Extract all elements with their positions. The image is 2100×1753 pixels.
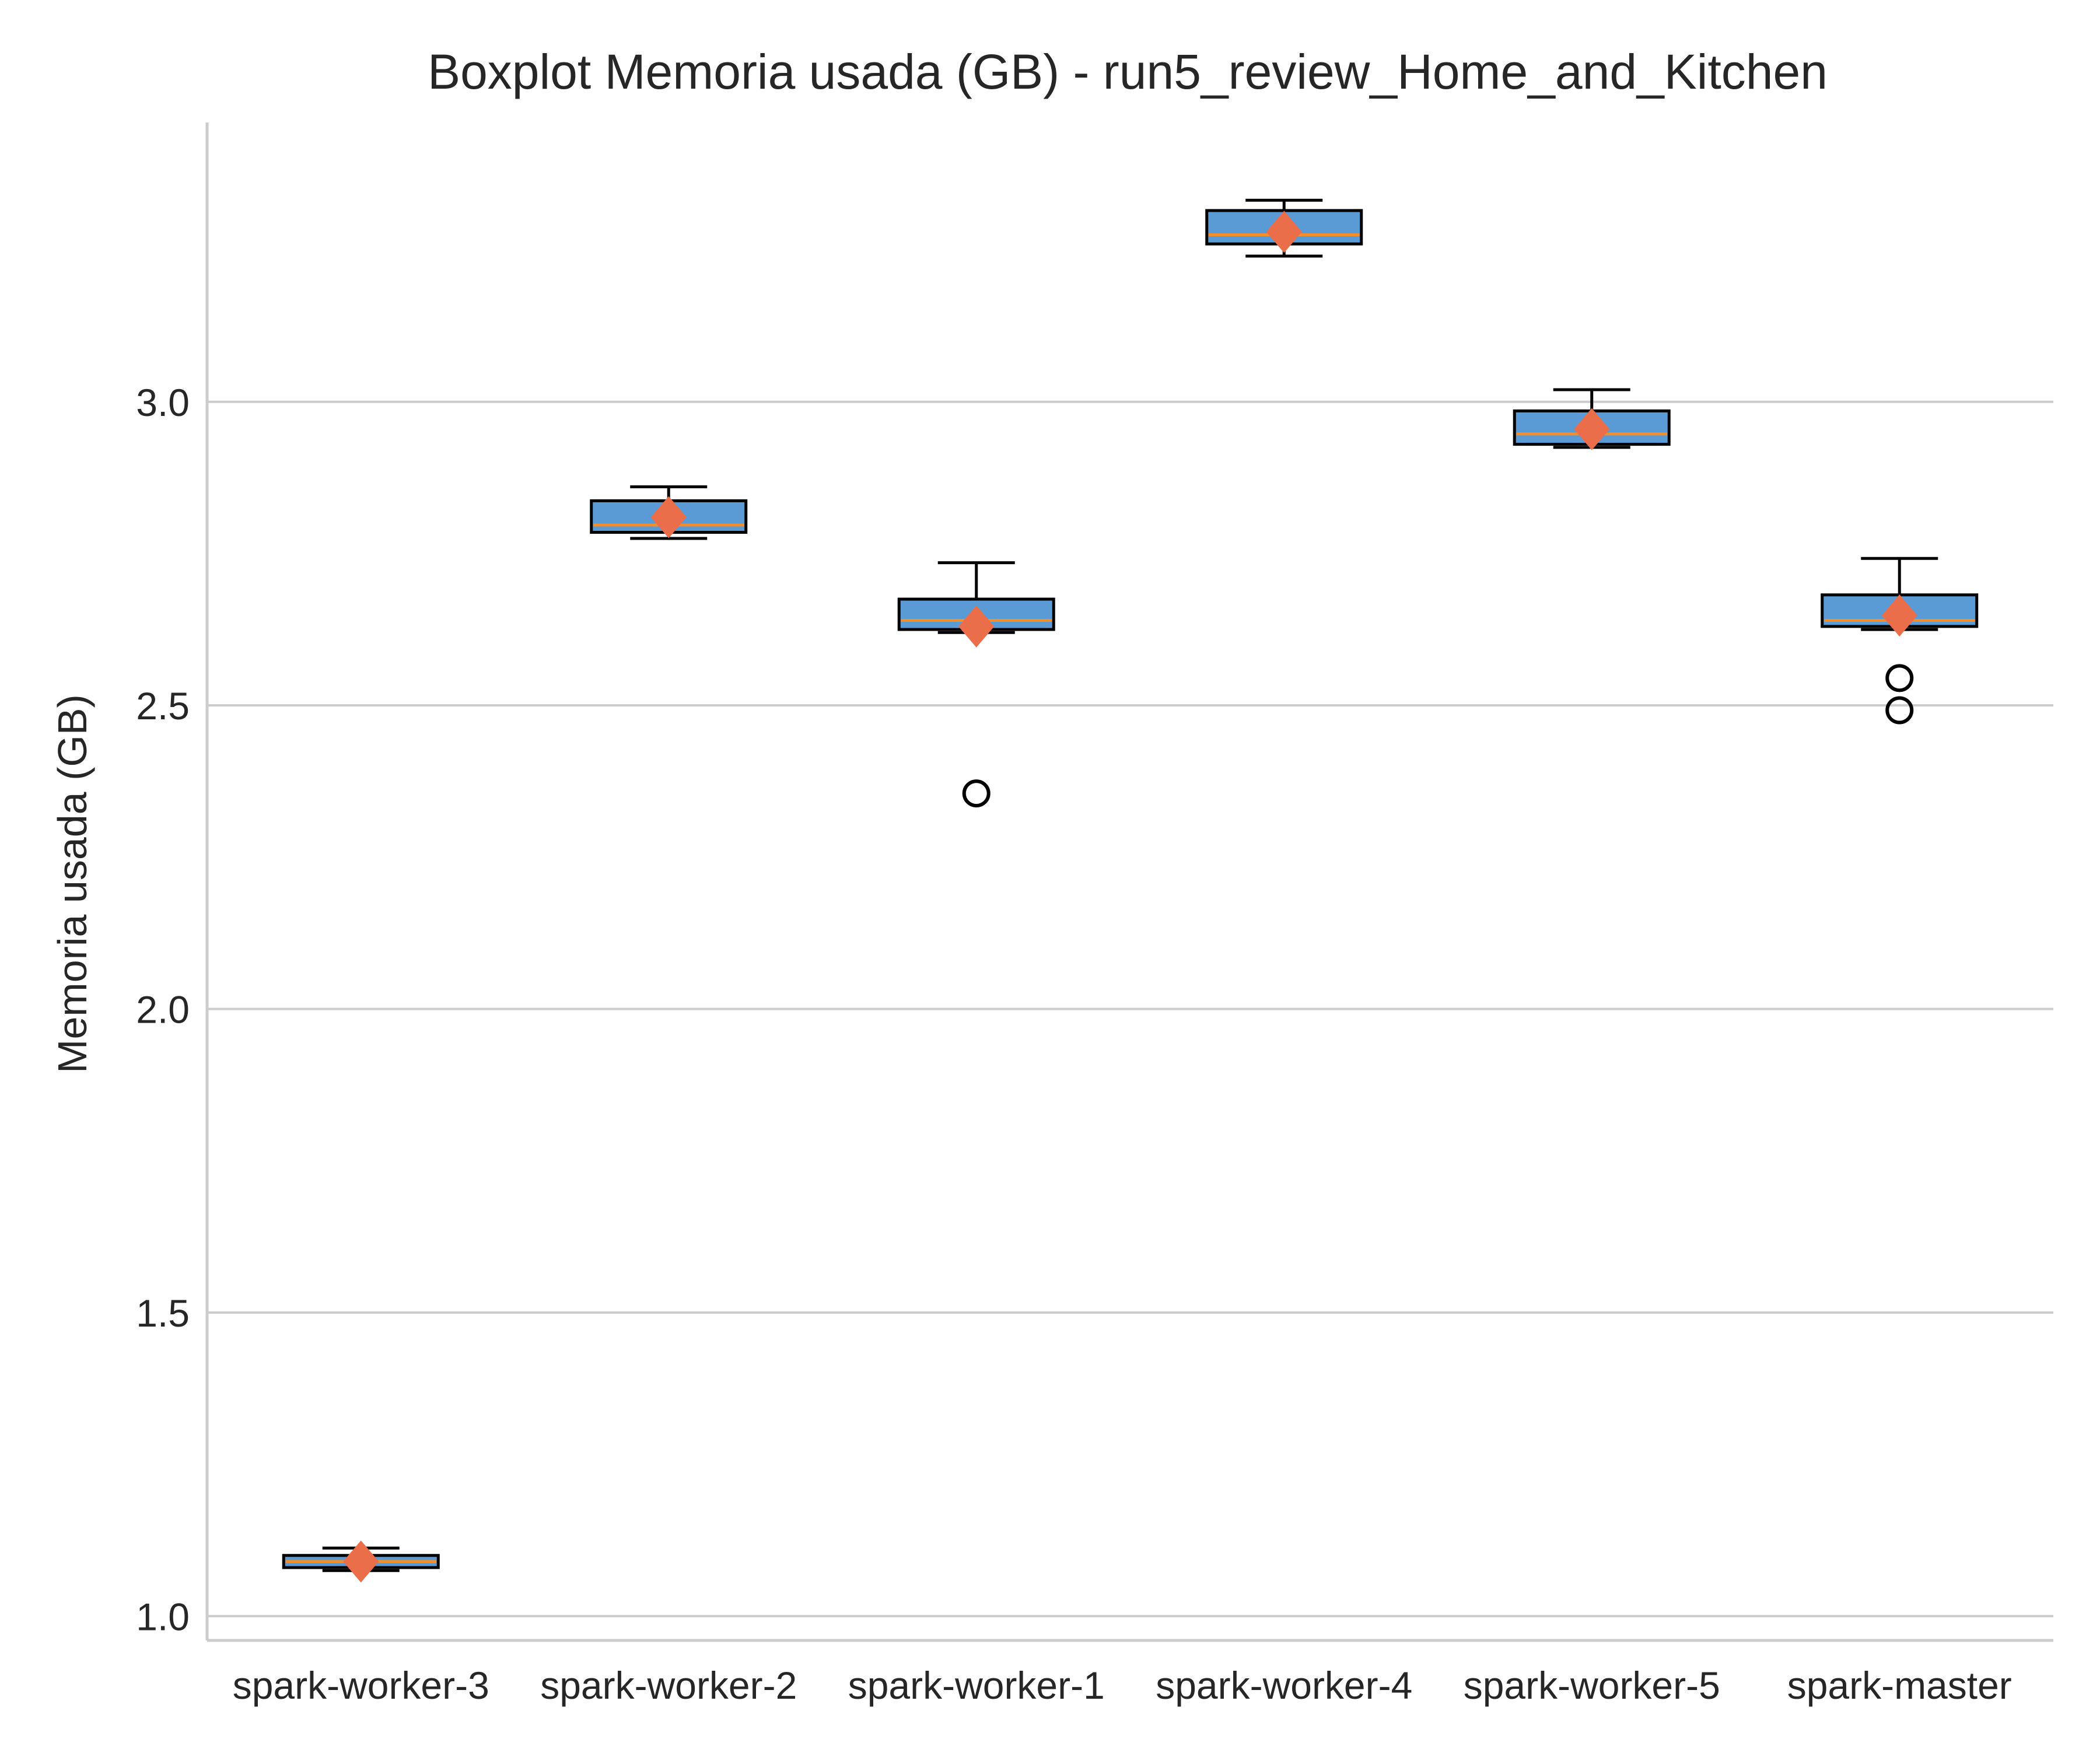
x-tick-label: spark-worker-5	[1464, 1664, 1720, 1707]
y-axis-label: Memoria usada (GB)	[50, 694, 95, 1073]
box-group	[282, 1540, 440, 1583]
y-tick-label: 1.5	[136, 1292, 190, 1335]
mean-marker	[1574, 408, 1610, 450]
outlier-point	[1885, 664, 1914, 692]
tick-labels-layer: 1.0 1.5 2.0 2.5 3.0 spark-worker-3 spark-worke…	[136, 381, 2012, 1707]
box-group	[897, 561, 1055, 808]
y-tick-label: 1.0	[136, 1595, 190, 1638]
axes-layer	[205, 123, 2053, 1642]
y-tick-label: 2.0	[136, 988, 190, 1031]
mean-marker	[958, 605, 995, 648]
mean-marker	[343, 1540, 379, 1583]
outlier-point	[962, 779, 991, 808]
x-tick-label: spark-worker-4	[1156, 1664, 1412, 1707]
boxes-layer	[282, 198, 1979, 1583]
x-tick-label: spark-master	[1787, 1664, 2012, 1707]
box-group	[1205, 198, 1363, 258]
x-tick-label: spark-worker-3	[233, 1664, 489, 1707]
outlier-point	[1885, 696, 1914, 725]
y-tick-label: 2.5	[136, 684, 190, 727]
mean-marker	[1881, 594, 1917, 637]
y-tick-label: 3.0	[136, 381, 190, 424]
x-tick-label: spark-worker-1	[848, 1664, 1105, 1707]
grid-layer	[207, 400, 2053, 1618]
chart-title: Boxplot Memoria usada (GB) - run5_review…	[428, 44, 1828, 99]
mean-marker	[650, 496, 687, 538]
box-group	[1821, 557, 1979, 725]
mean-marker	[1266, 211, 1302, 253]
box-group	[590, 485, 748, 540]
x-tick-label: spark-worker-2	[540, 1664, 797, 1707]
box-group	[1513, 388, 1671, 450]
